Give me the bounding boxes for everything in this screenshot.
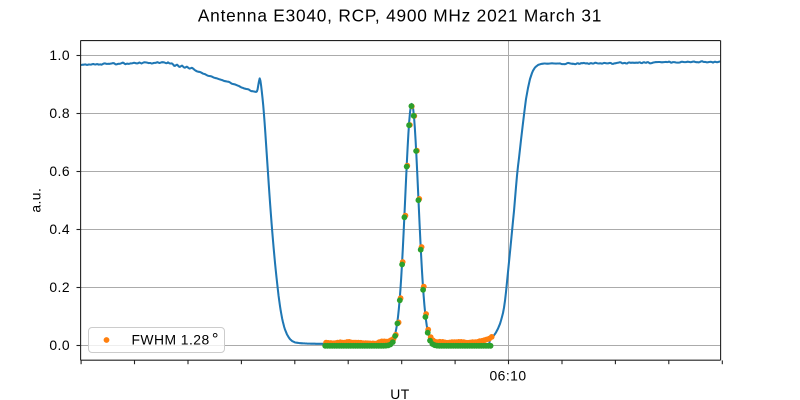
svg-text:FWHM 1.28°: FWHM 1.28 ° [132, 331, 219, 349]
svg-text:UT: UT [390, 386, 409, 400]
svg-text:0.0: 0.0 [49, 337, 70, 353]
svg-text:0.6: 0.6 [49, 163, 70, 179]
svg-text:1.0: 1.0 [49, 47, 70, 63]
svg-text:0.2: 0.2 [49, 279, 70, 295]
svg-text:Antenna E3040, RCP, 4900 MHz 2: Antenna E3040, RCP, 4900 MHz 2021 March … [198, 6, 602, 26]
svg-text:0.8: 0.8 [49, 105, 70, 121]
svg-text:0.4: 0.4 [49, 221, 70, 237]
svg-text:06:10: 06:10 [489, 368, 526, 384]
svg-text:a.u.: a.u. [28, 188, 44, 213]
